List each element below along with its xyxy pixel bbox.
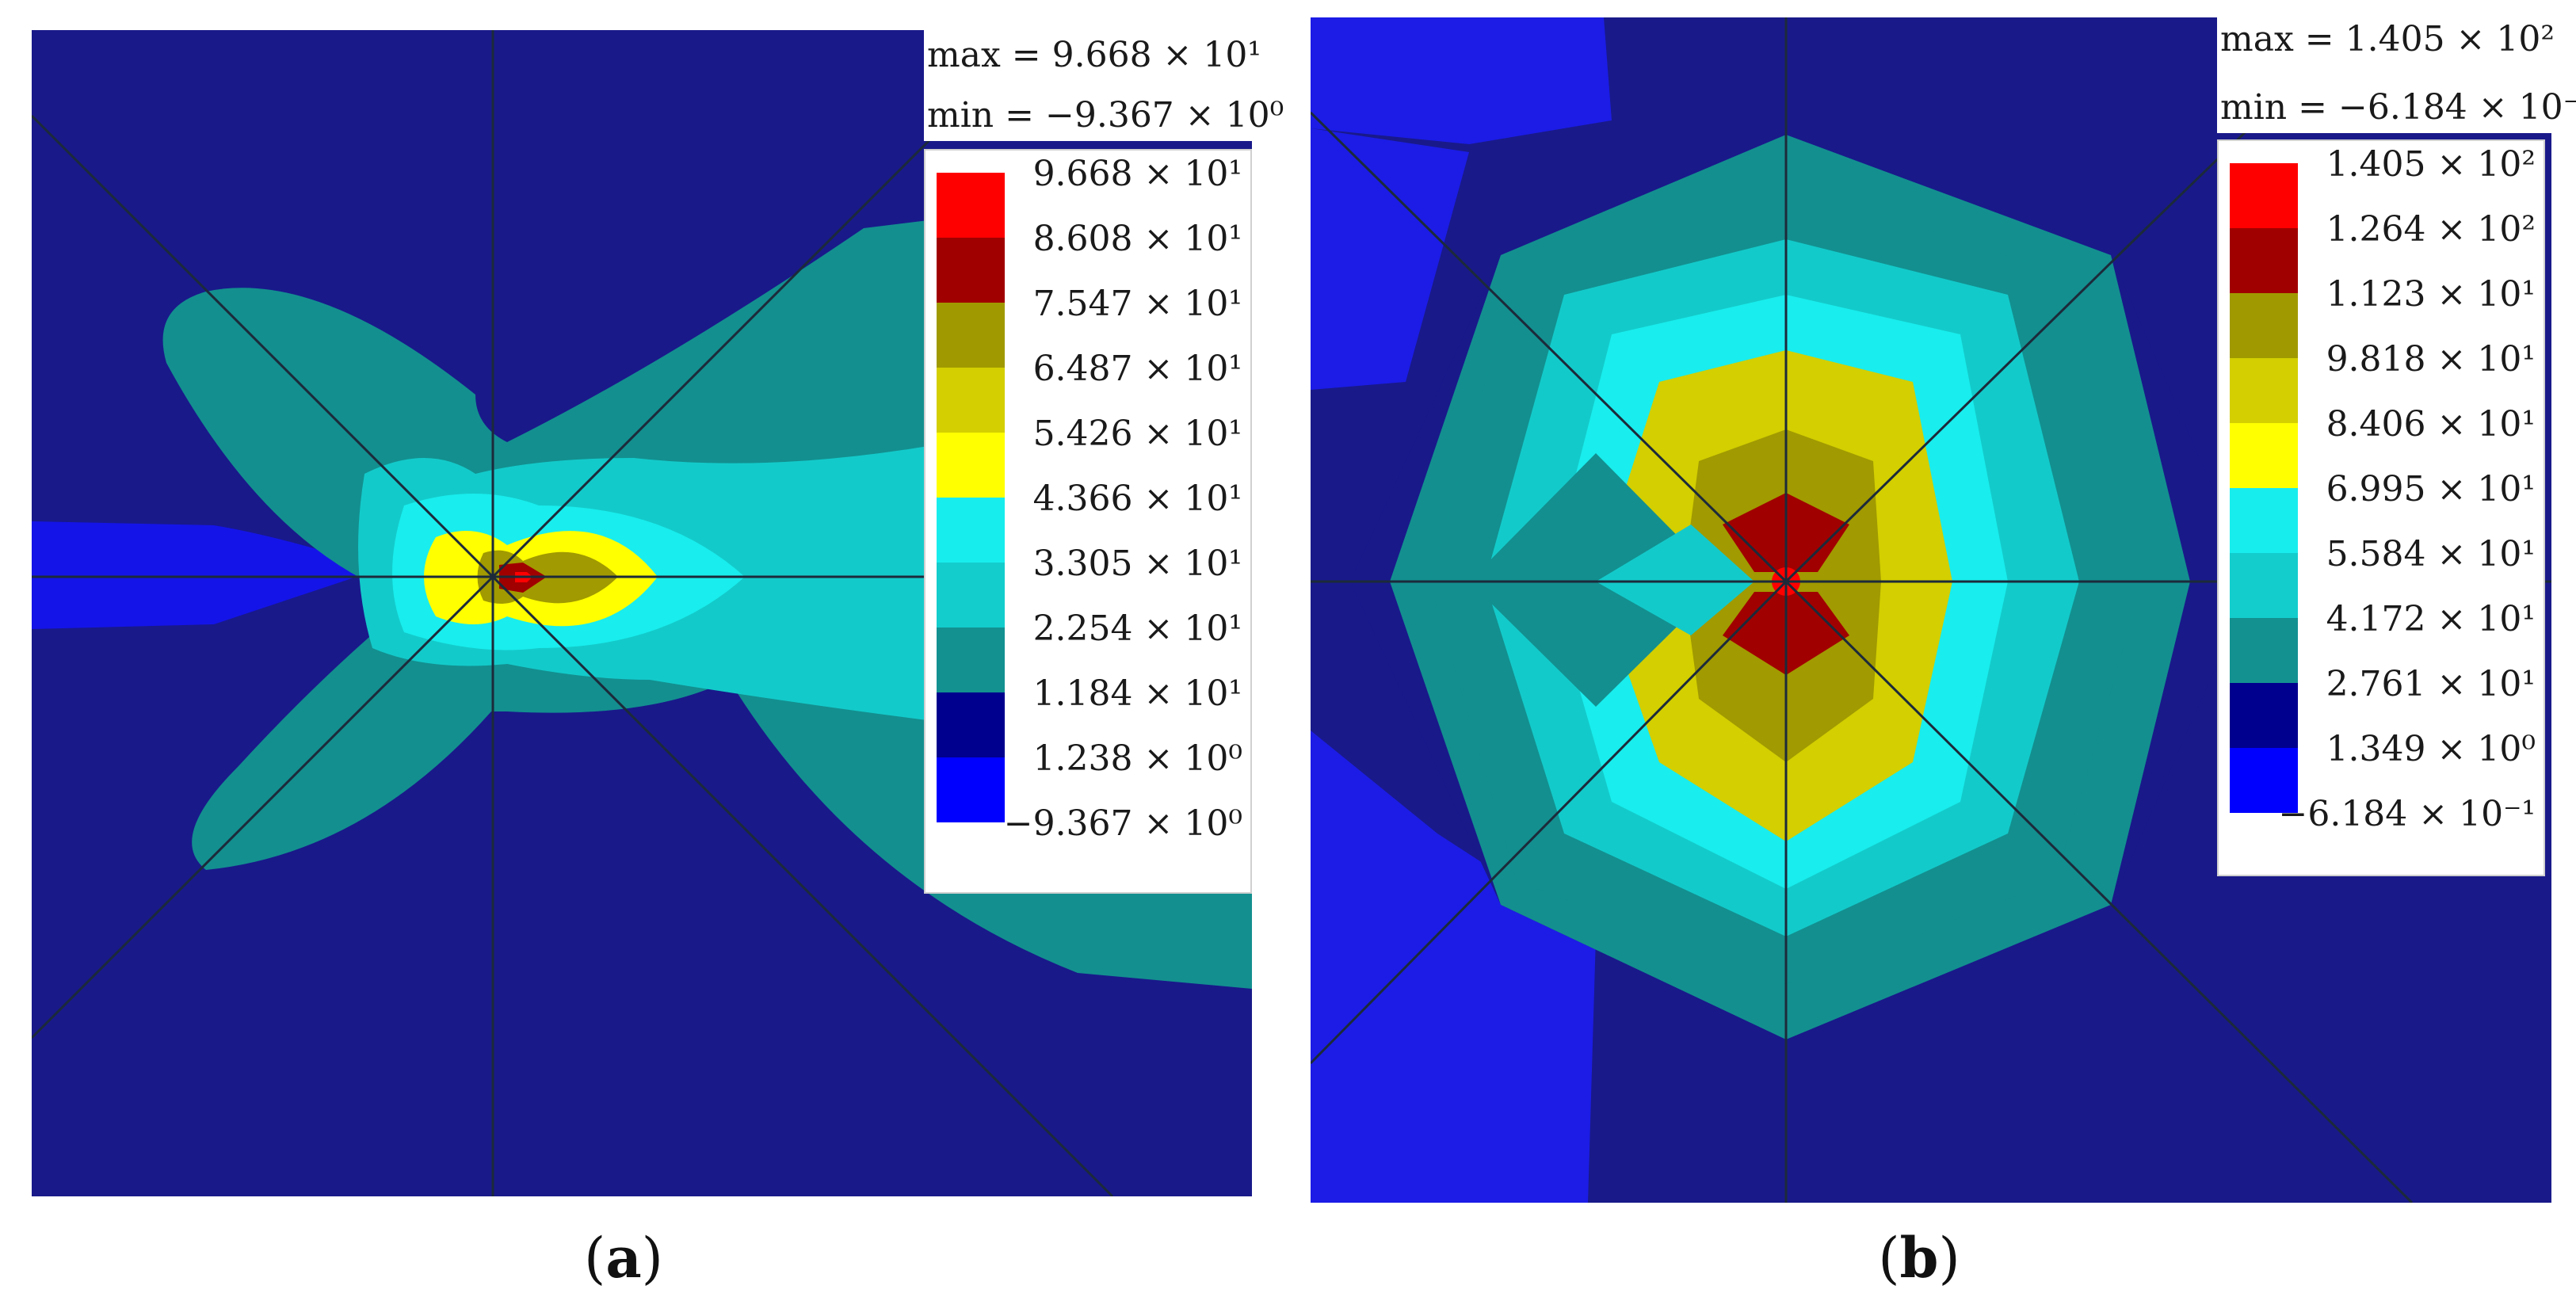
legend-swatch: [2230, 553, 2298, 618]
legend-label: 1.349 × 10⁰: [2326, 729, 2536, 769]
legend-label: 2.254 × 10¹: [1032, 608, 1242, 649]
max-label-a: max = 9.668 × 10¹: [927, 35, 1262, 75]
legend-label: 6.995 × 10¹: [2326, 469, 2536, 509]
legend-label: 5.426 × 10¹: [1032, 414, 1242, 454]
legend-swatch: [937, 238, 1005, 303]
legend-label: 1.238 × 10⁰: [1032, 738, 1242, 779]
legend-label: 1.123 × 10¹: [2326, 274, 2536, 315]
panel-b-contour-plot: max = 1.405 × 10² min = −6.184 × 10⁻¹ 1.…: [1311, 17, 2576, 1203]
min-label-a: min = −9.367 × 10⁰: [927, 95, 1284, 135]
legend-swatch: [2230, 683, 2298, 748]
color-legend-b: 1.405 × 10² 1.264 × 10² 1.123 × 10¹ 9.818 ×…: [2217, 139, 2545, 876]
caption-a-letter: a: [605, 1225, 642, 1291]
caption-b: (b): [1878, 1225, 1960, 1291]
legend-label: 2.761 × 10¹: [2326, 664, 2536, 704]
legend-swatch: [2230, 358, 2298, 423]
legend-label: 9.668 × 10¹: [1032, 154, 1242, 194]
legend-swatch: [2230, 423, 2298, 488]
legend-swatch: [2230, 293, 2298, 358]
legend-label: 8.406 × 10¹: [2326, 404, 2536, 444]
legend-swatch: [937, 563, 1005, 627]
contour-field-b: [1311, 17, 2551, 1203]
max-min-box-b: max = 1.405 × 10² min = −6.184 × 10⁻¹: [2217, 17, 2576, 133]
min-label-b: min = −6.184 × 10⁻¹: [2220, 87, 2576, 128]
legend-swatch: [937, 173, 1005, 238]
legend-swatch: [2230, 163, 2298, 228]
caption-b-letter: b: [1899, 1225, 1939, 1291]
legend-label: 1.264 × 10²: [2326, 209, 2536, 250]
legend-label: −6.184 × 10⁻¹: [2278, 794, 2536, 834]
legend-swatch: [937, 627, 1005, 692]
max-label-b: max = 1.405 × 10²: [2220, 19, 2555, 59]
legend-swatch: [2230, 618, 2298, 683]
legend-swatch: [937, 692, 1005, 757]
legend-swatch: [937, 498, 1005, 563]
legend-swatch: [2230, 488, 2298, 553]
legend-label: 5.584 × 10¹: [2326, 534, 2536, 574]
legend-label: 4.172 × 10¹: [2326, 599, 2536, 639]
legend-label: 1.184 × 10¹: [1032, 673, 1242, 714]
caption-a: (a): [584, 1225, 663, 1291]
legend-swatch: [937, 433, 1005, 498]
legend-swatch: [937, 368, 1005, 433]
legend-label: 9.818 × 10¹: [2326, 339, 2536, 380]
max-min-box-a: max = 9.668 × 10¹ min = −9.367 × 10⁰: [924, 30, 1284, 141]
legend-label: 1.405 × 10²: [2326, 144, 2536, 185]
legend-swatch: [2230, 748, 2298, 813]
legend-label: 3.305 × 10¹: [1032, 544, 1242, 584]
legend-label: 7.547 × 10¹: [1032, 284, 1242, 324]
legend-label: 8.608 × 10¹: [1032, 219, 1242, 259]
panel-a-contour-plot: max = 9.668 × 10¹ min = −9.367 × 10⁰ 9.6…: [32, 30, 1284, 1196]
legend-label: −9.367 × 10⁰: [1003, 803, 1242, 844]
legend-label: 4.366 × 10¹: [1032, 479, 1242, 519]
legend-swatch: [2230, 228, 2298, 293]
legend-swatch: [937, 757, 1005, 822]
legend-swatch: [937, 303, 1005, 368]
legend-label: 6.487 × 10¹: [1032, 349, 1242, 389]
color-legend-a: 9.668 × 10¹ 8.608 × 10¹ 7.547 × 10¹ 6.487 ×…: [924, 149, 1252, 894]
